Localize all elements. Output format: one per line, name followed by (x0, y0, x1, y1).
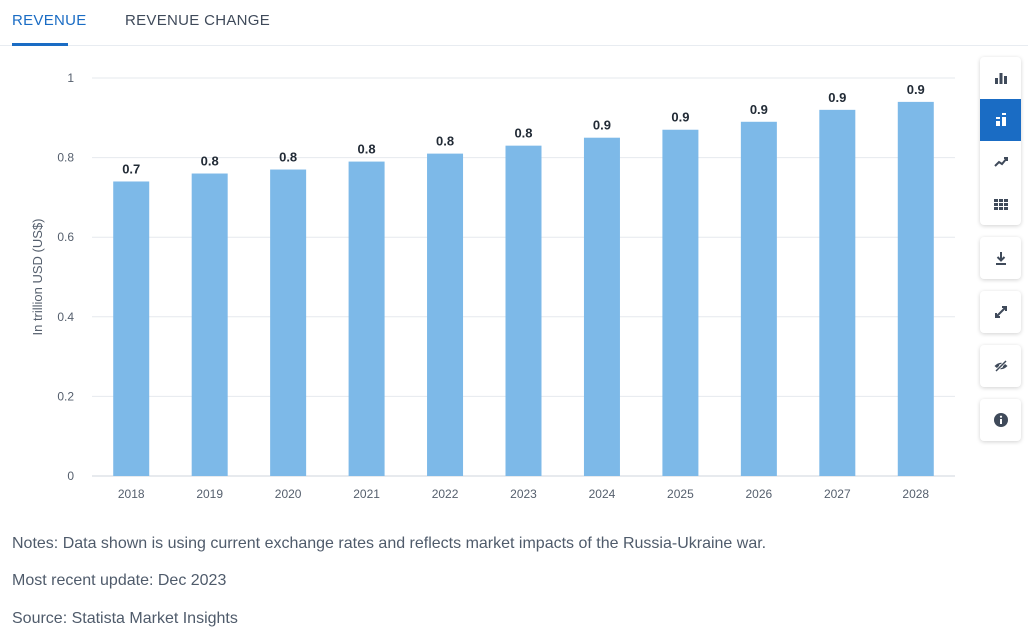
x-tick-label: 2021 (353, 487, 380, 501)
x-tick-label: 2022 (432, 487, 459, 501)
bar-chart-labels-button[interactable] (980, 99, 1021, 141)
bar (427, 153, 464, 476)
trend-line-icon (993, 157, 1008, 167)
hide-button[interactable] (980, 345, 1021, 387)
data-label: 0.7 (122, 161, 140, 176)
bar (505, 145, 542, 476)
bar (113, 181, 150, 477)
info-group (980, 399, 1021, 441)
download-group (980, 237, 1021, 279)
bar (348, 161, 385, 476)
download-icon (995, 252, 1006, 265)
data-label: 0.9 (828, 90, 846, 105)
data-label: 0.8 (358, 142, 376, 157)
info-button[interactable] (980, 399, 1021, 441)
x-tick-label: 2018 (118, 487, 145, 501)
info-icon (993, 413, 1008, 427)
data-label: 0.8 (436, 134, 454, 149)
data-label: 0.9 (907, 82, 925, 97)
bar (270, 169, 307, 476)
line-chart-button[interactable] (980, 141, 1021, 183)
x-tick-label: 2019 (196, 487, 223, 501)
x-tick-label: 2027 (824, 487, 851, 501)
tab-bar: REVENUE REVENUE CHANGE (0, 0, 1028, 46)
bar (662, 129, 699, 476)
active-tab-indicator (12, 43, 68, 46)
bar-chart: 0 0.2 0.4 0.6 0.8 1 In trillion USD (US$) 0.7 20… (30, 71, 955, 501)
x-tick-label: 2024 (589, 487, 616, 501)
fullscreen-group (980, 291, 1021, 333)
bar (819, 109, 856, 476)
data-label: 0.9 (593, 118, 611, 133)
table-icon (993, 199, 1008, 210)
y-tick-label: 1 (67, 71, 74, 85)
hide-icon (994, 359, 1007, 373)
y-axis-label: In trillion USD (US$) (30, 218, 45, 335)
bar (191, 173, 228, 476)
data-label: 0.9 (750, 102, 768, 117)
data-label: 0.8 (201, 154, 219, 169)
data-label: 0.8 (514, 126, 532, 141)
fullscreen-button[interactable] (980, 291, 1021, 333)
y-tick-label: 0.2 (57, 389, 74, 403)
chart-notes: Notes: Data shown is using current excha… (12, 535, 767, 552)
x-tick-label: 2028 (902, 487, 929, 501)
y-tick-label: 0.6 (57, 230, 74, 244)
download-button[interactable] (980, 237, 1021, 279)
data-label: 0.9 (671, 110, 689, 125)
x-tick-label: 2023 (510, 487, 537, 501)
x-tick-label: 2020 (275, 487, 302, 501)
source-text: Source: Statista Market Insights (12, 610, 238, 627)
tab-revenue[interactable]: REVENUE (12, 12, 87, 29)
update-date: Most recent update: Dec 2023 (12, 572, 227, 589)
bar-chart-labels-icon (995, 113, 1006, 126)
y-tick-label: 0.8 (57, 151, 74, 165)
bar (740, 121, 777, 476)
y-tick-label: 0.4 (57, 310, 74, 324)
x-tick-label: 2025 (667, 487, 694, 501)
x-tick-label: 2026 (746, 487, 773, 501)
bar (583, 137, 620, 476)
hide-group (980, 345, 1021, 387)
bar-chart-icon (994, 73, 1007, 84)
table-button[interactable] (980, 183, 1021, 225)
tab-revenue-change[interactable]: REVENUE CHANGE (125, 12, 271, 29)
fullscreen-icon (994, 306, 1007, 318)
chart-type-group (980, 57, 1021, 225)
y-tick-label: 0 (67, 469, 74, 483)
bar-chart-button[interactable] (980, 57, 1021, 99)
chart-toolbar (980, 57, 1021, 453)
bar (897, 101, 934, 476)
data-label: 0.8 (279, 150, 297, 165)
